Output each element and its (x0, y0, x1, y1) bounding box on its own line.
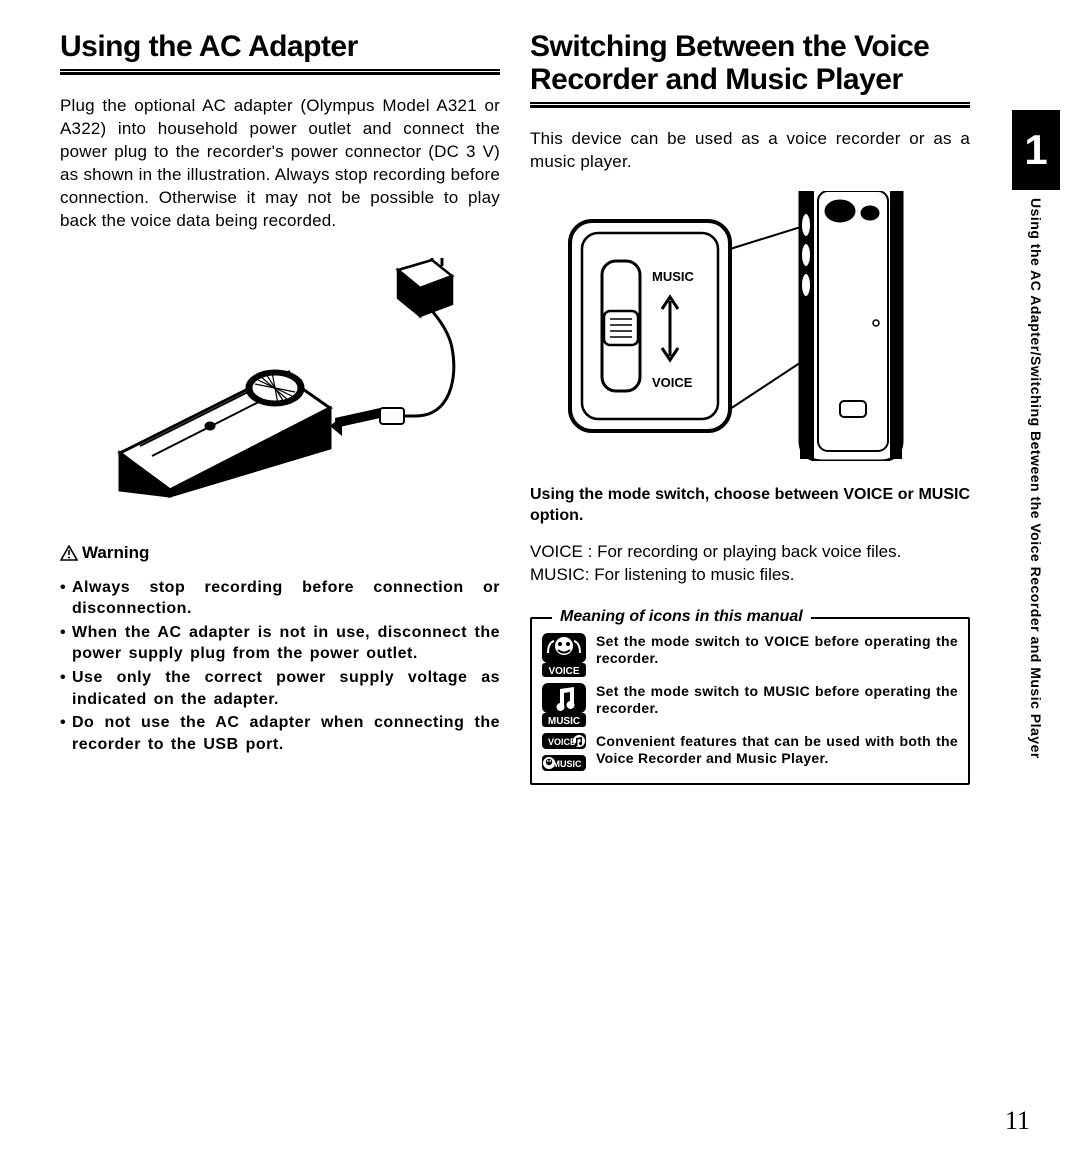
left-title: Using the AC Adapter (60, 30, 500, 63)
legend-text: Convenient features that can be used wit… (596, 733, 958, 768)
legend-title: Meaning of icons in this manual (552, 608, 811, 626)
legend-text: Set the mode switch to MUSIC before oper… (596, 683, 958, 718)
warning-heading: Warning (60, 543, 500, 563)
voice-def-label: VOICE : (530, 541, 592, 564)
legend-row: VOICE Set the mode switch to VOICE befor… (542, 633, 958, 677)
warning-icon (60, 545, 78, 561)
svg-text:MUSIC: MUSIC (548, 716, 580, 727)
title-rule (530, 102, 970, 108)
right-column: Switching Between the Voice Recorder and… (530, 30, 970, 1136)
chapter-tab: 1 Using the AC Adapter/Switching Between… (1012, 110, 1060, 759)
voice-mode-icon: VOICE (542, 633, 586, 677)
title-rule (60, 69, 500, 75)
svg-text:VOICE: VOICE (548, 666, 579, 677)
warning-item: Do not use the AC adapter when connectin… (60, 712, 500, 755)
mode-instruction: Using the mode switch, choose between VO… (530, 484, 970, 527)
music-def-label: MUSIC: (530, 564, 590, 587)
warning-label: Warning (82, 543, 149, 563)
switch-voice-label: VOICE (652, 375, 693, 390)
svg-text:MUSIC: MUSIC (553, 759, 583, 769)
manual-page: Using the AC Adapter Plug the optional A… (60, 30, 1030, 1136)
svg-text:VOICE: VOICE (548, 737, 576, 747)
ac-adapter-figure (60, 253, 500, 513)
music-def-text: For listening to music files. (594, 564, 970, 587)
mode-switch-figure: MUSIC VOICE (530, 186, 970, 466)
voice-def-text: For recording or playing back voice file… (597, 541, 970, 564)
legend-text: Set the mode switch to VOICE before oper… (596, 633, 958, 668)
warning-list: Always stop recording before connection … (60, 577, 500, 758)
chapter-label: Using the AC Adapter/Switching Between t… (1028, 198, 1044, 759)
left-column: Using the AC Adapter Plug the optional A… (60, 30, 500, 1136)
left-intro: Plug the optional AC adapter (Olympus Mo… (60, 95, 500, 233)
warning-item: When the AC adapter is not in use, disco… (60, 622, 500, 665)
icon-legend: Meaning of icons in this manual VOICE Se… (530, 617, 970, 785)
right-intro: This device can be used as a voice recor… (530, 128, 970, 174)
page-number: 11 (1005, 1106, 1030, 1136)
legend-row: MUSIC Set the mode switch to MUSIC befor… (542, 683, 958, 727)
switch-music-label: MUSIC (652, 269, 695, 284)
chapter-number: 1 (1012, 110, 1060, 190)
warning-item: Use only the correct power supply voltag… (60, 667, 500, 710)
mode-definitions: VOICE : For recording or playing back vo… (530, 541, 970, 587)
legend-row: VOICE MUSIC Convenient features that can… (542, 733, 958, 773)
music-mode-icon: MUSIC (542, 683, 586, 727)
warning-item: Always stop recording before connection … (60, 577, 500, 620)
both-mode-icon: VOICE MUSIC (542, 733, 586, 773)
right-title: Switching Between the Voice Recorder and… (530, 30, 970, 96)
